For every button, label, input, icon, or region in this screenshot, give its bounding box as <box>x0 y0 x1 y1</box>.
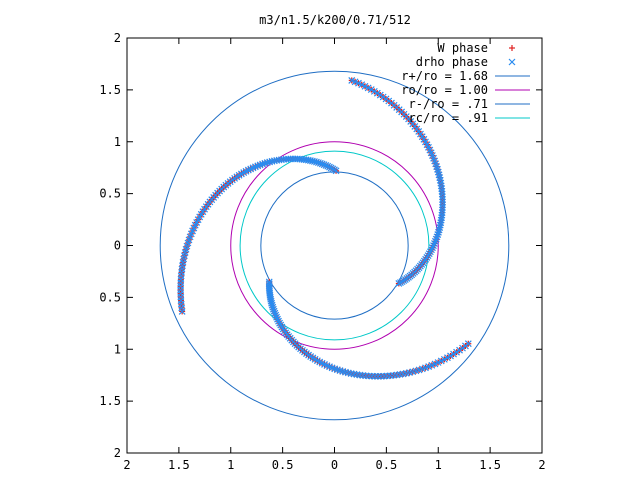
point-1-2-30 <box>434 231 442 239</box>
point-1-0-7 <box>320 161 328 169</box>
point-1-1-18 <box>273 313 281 321</box>
point-1-2-42 <box>439 201 446 209</box>
legend-label-rc: rc/ro = .91 <box>409 111 488 125</box>
point-1-1-94 <box>464 340 472 348</box>
y-tick-label-6: 1 <box>114 135 121 149</box>
y-tick-label-7: 1.5 <box>99 83 121 97</box>
x-tick-label-4: 0 <box>331 458 338 472</box>
y-tick-label-1: 1.5 <box>99 394 121 408</box>
circle-0 <box>159 70 510 421</box>
point-1-1-88 <box>447 352 454 360</box>
y-tick-label-2: 1 <box>114 342 121 356</box>
point-1-1-17 <box>272 311 280 319</box>
point-1-2-47 <box>438 187 446 195</box>
point-1-2-39 <box>438 209 446 217</box>
point-1-0-9 <box>316 159 324 167</box>
point-1-0-11 <box>313 158 320 166</box>
point-1-2-43 <box>439 198 447 206</box>
point-1-1-91 <box>456 346 463 354</box>
reference-circles <box>159 70 510 421</box>
series-1 <box>177 76 472 380</box>
legend-label-r-plus: r+/ro = 1.68 <box>401 69 488 83</box>
y-tick-label-4: 0 <box>114 239 121 253</box>
circle-1 <box>230 141 439 350</box>
point-1-1-15 <box>270 307 278 315</box>
point-1-1-19 <box>274 315 281 323</box>
point-1-0-12 <box>311 158 318 165</box>
point-1-2-27 <box>431 237 439 245</box>
point-1-1-20 <box>275 317 282 325</box>
y-tick-label-5: 0.5 <box>99 187 121 201</box>
point-1-2-26 <box>431 240 438 247</box>
x-tick-label-0: 2 <box>123 458 130 472</box>
legend-label-drho-phase: drho phase <box>416 55 488 69</box>
legend-label-r-minus: r-/ro = .71 <box>409 97 488 111</box>
data-series <box>177 76 472 380</box>
point-1-1-11 <box>268 299 276 307</box>
legend: W phase drho phase r+/ro = 1.68 ro/ro = … <box>401 41 530 125</box>
x-tick-label-2: 1 <box>227 458 234 472</box>
point-1-2-45 <box>438 193 446 201</box>
point-1-0-6 <box>322 162 330 169</box>
point-1-2-25 <box>430 242 437 250</box>
point-1-2-23 <box>428 246 435 254</box>
point-1-1-65 <box>374 372 382 380</box>
point-1-0-32 <box>266 158 274 166</box>
point-1-1-10 <box>267 297 275 305</box>
point-1-2-44 <box>439 196 446 203</box>
x-tick-label-6: 1 <box>435 458 442 472</box>
point-1-0-4 <box>326 163 333 171</box>
chart-title: m3/n1.5/k200/0.71/512 <box>259 13 411 27</box>
point-1-1-9 <box>267 295 275 303</box>
y-tick-label-3: 0.5 <box>99 290 121 304</box>
point-1-0-94 <box>178 308 186 315</box>
circle-2 <box>260 171 409 320</box>
point-1-0-10 <box>314 159 322 167</box>
point-1-2-94 <box>348 76 356 84</box>
legend-label-w-phase: W phase <box>437 41 488 55</box>
point-1-1-16 <box>271 309 279 317</box>
point-1-1-89 <box>450 350 457 358</box>
y-tick-label-8: 2 <box>114 31 121 45</box>
point-1-2-24 <box>429 244 436 252</box>
point-1-2-48 <box>438 185 446 193</box>
circle-3 <box>239 150 430 341</box>
point-1-1-12 <box>268 301 276 309</box>
point-1-2-46 <box>438 190 446 198</box>
x-tick-label-3: 0.5 <box>272 458 294 472</box>
point-1-0-34 <box>261 159 269 167</box>
legend-marker-glyph-0 <box>509 45 515 51</box>
point-1-1-64 <box>371 372 379 380</box>
point-1-0-33 <box>263 159 271 167</box>
y-tick-label-0: 2 <box>114 446 121 460</box>
point-1-0-8 <box>318 160 326 168</box>
point-1-1-13 <box>269 303 277 311</box>
legend-label-r-zero: ro/ro = 1.00 <box>401 83 488 97</box>
point-1-2-29 <box>433 233 441 241</box>
point-1-2-28 <box>432 235 440 243</box>
x-tick-label-7: 1.5 <box>479 458 501 472</box>
x-tick-label-5: 0.5 <box>376 458 398 472</box>
point-1-2-41 <box>439 203 446 211</box>
x-tick-label-8: 2 <box>538 458 545 472</box>
point-1-2-40 <box>438 206 446 214</box>
x-tick-label-1: 1.5 <box>168 458 190 472</box>
legend-marker-glyph-1 <box>508 58 516 66</box>
legend-marker-drho-phase <box>508 58 516 66</box>
legend-marker-w-phase <box>509 45 515 51</box>
point-1-0-5 <box>324 162 332 170</box>
point-1-2-22 <box>426 248 434 256</box>
point-1-1-14 <box>269 305 277 313</box>
point-1-1-90 <box>453 348 460 356</box>
